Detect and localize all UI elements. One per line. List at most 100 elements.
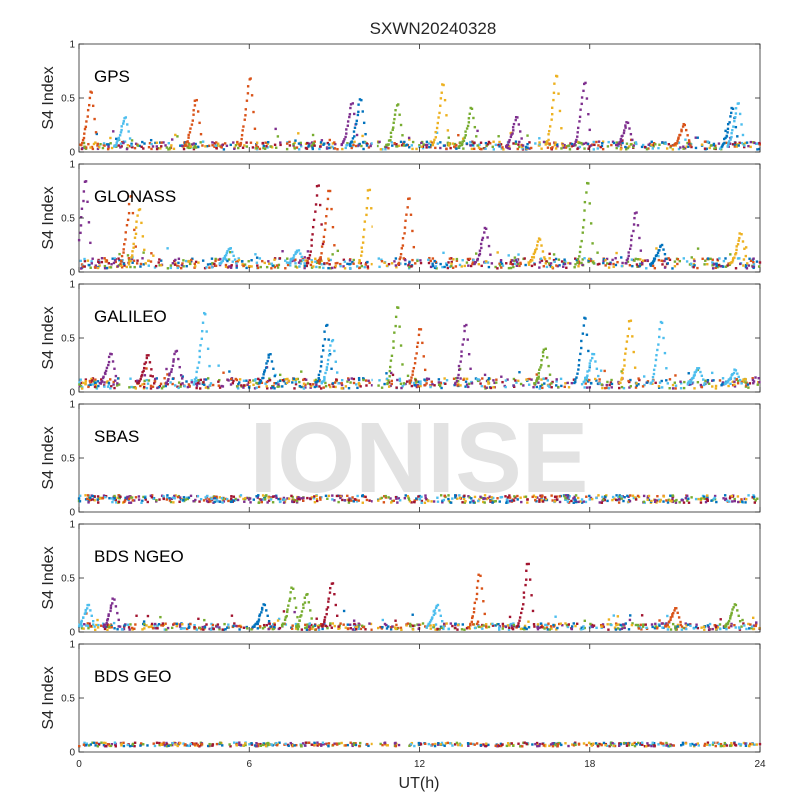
data-point [557,385,560,389]
data-point [714,628,718,631]
data-point [314,743,317,746]
data-point [403,140,406,144]
data-point [536,624,540,627]
data-point [545,356,549,359]
data-point [79,622,83,626]
data-point [436,142,440,145]
data-point [97,260,100,263]
data-point [150,625,153,628]
data-point [692,376,695,380]
data-point [645,267,648,270]
data-point [620,376,624,380]
data-point [148,142,152,145]
data-point [685,260,689,263]
data-point [80,381,83,385]
data-point [557,258,561,261]
data-point [82,190,86,193]
data-point [740,141,744,145]
data-point [283,498,286,501]
data-point [682,257,686,260]
data-point [638,236,641,240]
data-point [182,147,186,151]
data-point [193,623,196,627]
data-point [651,264,655,268]
data-point [90,145,94,149]
data-point [554,495,557,499]
data-point [555,628,558,631]
data-point [663,266,667,269]
data-point [451,266,455,270]
data-point [519,745,522,748]
data-point [291,500,294,503]
data-point [580,628,583,631]
data-point [669,494,672,497]
data-point [711,379,714,382]
data-point [96,498,99,501]
data-point [567,144,570,147]
y-axis-label: S4 Index [40,186,57,249]
data-point [538,498,541,501]
data-point [431,743,434,746]
data-point [650,381,653,384]
data-point [733,143,737,146]
data-point [704,379,707,382]
data-point [752,495,756,499]
data-point [159,259,163,262]
data-point [331,338,335,342]
data-point [304,626,307,630]
data-point [172,360,175,363]
data-point [415,147,418,151]
data-point [114,745,117,748]
data-point [129,377,132,380]
data-point [657,743,660,746]
data-point [83,132,86,135]
data-point [535,373,538,376]
data-point [511,263,514,266]
data-point [483,226,487,230]
data-point [367,379,370,382]
data-point [731,261,734,264]
data-point [80,207,84,210]
data-point [411,229,414,233]
data-point [537,375,540,378]
data-point [350,499,353,502]
data-point [140,375,143,378]
data-point [651,741,654,744]
data-point [534,495,537,499]
data-point [595,626,598,630]
data-point [745,627,748,631]
data-point [247,496,251,500]
data-point [453,145,456,148]
data-point [473,262,476,266]
data-point [224,263,228,267]
data-point [107,613,110,616]
data-point [754,499,757,502]
data-point [472,607,476,610]
data-point [526,142,529,146]
data-point [498,744,501,748]
data-point [545,265,549,269]
data-point [395,627,399,631]
data-point [350,377,353,380]
data-point [646,498,649,501]
data-point [300,610,304,613]
data-point [320,744,323,747]
data-point [89,743,93,746]
data-point [308,254,312,257]
data-point [560,260,564,263]
data-point [489,253,492,256]
y-tick-label: 1 [69,280,75,291]
data-point [171,138,174,141]
data-point [169,264,173,267]
data-point [267,496,270,499]
data-point [156,386,159,390]
data-point [655,627,659,630]
data-point [458,263,462,267]
data-point [306,250,310,253]
data-point [558,500,562,504]
data-point [356,494,359,498]
data-point [554,257,558,261]
data-point [337,500,340,504]
data-point [155,147,159,151]
data-point [224,253,228,257]
